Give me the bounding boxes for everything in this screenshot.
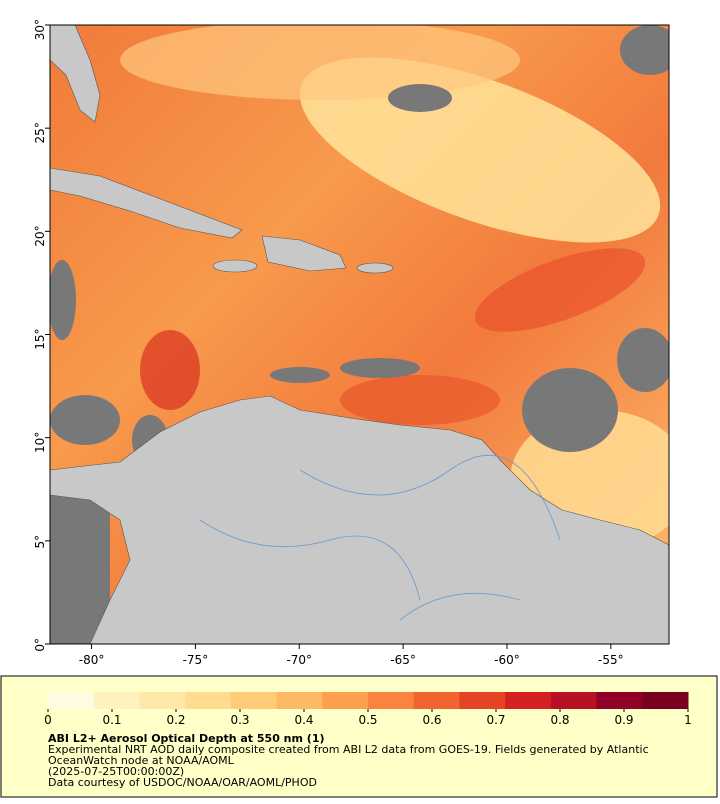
colorbar-tick-label: 0.1 [102, 713, 121, 727]
colorbar-cell [566, 692, 582, 709]
colorbar-tick-label: 0.3 [230, 713, 249, 727]
colorbar-cell [63, 692, 79, 709]
colorbar-cell [398, 692, 415, 709]
high-aod [140, 330, 200, 410]
land [50, 25, 669, 644]
colorbar-cell [505, 692, 521, 709]
colorbar-cell [48, 692, 64, 709]
colorbar-cell [108, 692, 125, 709]
rivers [199, 454, 561, 621]
x-tick-label: -65° [390, 653, 416, 667]
map-image [50, 25, 669, 644]
colorbar-cell [444, 692, 460, 709]
y-tick-label: 30° [33, 19, 47, 40]
colorbar-tick-label: 0.4 [294, 713, 313, 727]
colorbar-cell [520, 692, 537, 709]
high-aod [474, 248, 646, 332]
low-aod [120, 25, 520, 100]
high-aod [340, 375, 500, 425]
colorbar-tick-label: 0.2 [166, 713, 185, 727]
colorbar-cell [78, 692, 95, 709]
caption-line: Experimental NRT AOD daily composite cre… [48, 743, 649, 756]
y-tick-label: 0° [33, 638, 47, 652]
x-tick-label: -80° [79, 653, 105, 667]
colorbar-cell [307, 692, 323, 709]
colorbar-tick-label: 1 [684, 713, 692, 727]
colorbar-cell [627, 692, 643, 709]
colorbar-cell [154, 692, 171, 709]
colorbar-cell [657, 692, 674, 709]
colorbar-cell [581, 692, 598, 709]
colorbar-cell [139, 692, 156, 709]
low-aod [299, 57, 661, 243]
y-tick-label: 15° [33, 329, 47, 350]
colorbar-cell [93, 692, 110, 709]
y-tick-label: 5° [33, 535, 47, 549]
caption-line: (2025-07-25T00:00:00Z) [48, 765, 184, 778]
colorbar-cell [672, 692, 689, 709]
colorbar-cell [413, 692, 430, 709]
colorbar-cell [642, 692, 659, 709]
y-tick-label: 25° [33, 122, 47, 143]
colorbar-cell [291, 692, 308, 709]
colorbar-cell [489, 692, 506, 709]
colorbar-cell [428, 692, 445, 709]
x-tick-label: -55° [598, 653, 624, 667]
colorbar-cell [200, 692, 217, 709]
x-tick-label: -60° [494, 653, 520, 667]
caption-line: OceanWatch node at NOAA/AOML [48, 754, 235, 767]
colorbar-cell [368, 692, 384, 709]
colorbar-cell [383, 692, 399, 709]
colorbar-cell [246, 692, 262, 709]
colorbar-cell [261, 692, 278, 709]
colorbar-cell [124, 692, 140, 709]
colorbar-cell [596, 692, 613, 709]
colorbar-tick-label: 0.5 [358, 713, 377, 727]
colorbar-cell [535, 692, 552, 709]
y-tick-label: 10° [33, 432, 47, 453]
colorbar-cell [337, 692, 354, 709]
colorbar-cell [459, 692, 476, 709]
colorbar-tick-label: 0.9 [614, 713, 633, 727]
colorbar-cell [550, 692, 567, 709]
colorbar-cell [169, 692, 186, 709]
y-tick-label: 20° [33, 225, 47, 246]
colorbar-cell [352, 692, 369, 709]
colorbar-tick-label: 0.6 [422, 713, 441, 727]
colorbar-cell [611, 692, 628, 709]
caption-line: Data courtesy of USDOC/NOAA/OAR/AOML/PHO… [48, 776, 317, 789]
colorbar-tick-label: 0.8 [550, 713, 569, 727]
colorbar-cell [230, 692, 247, 709]
colorbar-cell [474, 692, 491, 709]
colorbar-tick-label: 0 [44, 713, 52, 727]
colorbar-cell [215, 692, 232, 709]
x-tick-label: -70° [286, 653, 312, 667]
colorbar-cell [322, 692, 339, 709]
clouds [50, 25, 669, 644]
x-tick-label: -75° [183, 653, 209, 667]
caption-title: ABI L2+ Aerosol Optical Depth at 550 nm … [48, 732, 325, 745]
colorbar-tick-label: 0.7 [486, 713, 505, 727]
colorbar-cell [185, 692, 201, 709]
colorbar-cell [276, 692, 293, 709]
